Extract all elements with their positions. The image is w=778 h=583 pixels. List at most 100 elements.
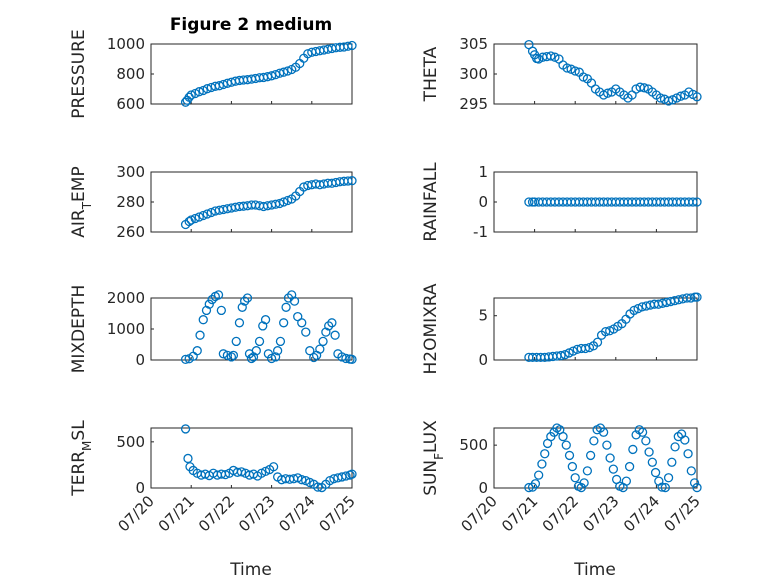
- data-point: [222, 350, 233, 361]
- data-point: [218, 349, 229, 359]
- data-point: [198, 315, 208, 325]
- data-point: [534, 470, 544, 480]
- data-point: [650, 467, 661, 478]
- data-point: [327, 318, 337, 328]
- figure-title: Figure 2 medium: [170, 15, 332, 35]
- data-point: [347, 40, 357, 51]
- data-point: [608, 464, 619, 474]
- y-axis-label: PRESSURE: [69, 29, 89, 118]
- x-tick-label: 07/23: [235, 492, 278, 535]
- data-point: [297, 318, 307, 328]
- data-point: [347, 469, 357, 479]
- data-point: [562, 63, 572, 73]
- data-point: [207, 294, 217, 305]
- data-point: [598, 427, 609, 437]
- data-point: [530, 479, 541, 489]
- data-point: [558, 431, 568, 442]
- data-point: [275, 336, 286, 347]
- x-tick-label: 07/22: [539, 492, 582, 535]
- data-point: [657, 482, 667, 492]
- data-point: [228, 350, 239, 361]
- data-point: [279, 197, 289, 207]
- data-point: [186, 215, 196, 225]
- y-tick-label: 260: [116, 223, 145, 241]
- data-point: [343, 176, 353, 186]
- y-axis-label: TERRMSL: [69, 420, 94, 497]
- data-point: [315, 344, 325, 354]
- data-point: [624, 461, 635, 472]
- data-point: [194, 87, 204, 97]
- axes-box: [493, 427, 698, 489]
- y-tick-label: 0: [135, 351, 145, 369]
- data-point: [237, 302, 247, 312]
- data-point: [692, 482, 702, 493]
- data-point: [274, 198, 285, 209]
- data-point: [579, 478, 589, 488]
- data-point: [644, 447, 654, 457]
- data-point: [260, 315, 271, 325]
- data-point: [680, 435, 690, 445]
- data-point: [242, 293, 253, 303]
- data-point: [524, 197, 534, 207]
- data-point: [637, 427, 648, 437]
- x-tick-label: 07/24: [275, 492, 318, 535]
- data-point: [313, 482, 323, 492]
- subplot-pressure: 600 800 1000 PRESSURE: [69, 29, 357, 119]
- subplot-theta: 295 300 305 THETA: [421, 35, 702, 113]
- y-axis-label: MIXDEPTH: [69, 285, 89, 374]
- data-point: [246, 353, 257, 364]
- data-point: [268, 462, 279, 472]
- data-point: [289, 296, 300, 306]
- data-point: [683, 449, 693, 459]
- data-point: [216, 305, 227, 316]
- data-point: [605, 453, 615, 463]
- data-point: [647, 457, 657, 467]
- data-point: [180, 424, 191, 434]
- data-point: [279, 318, 289, 328]
- data-point: [570, 66, 580, 76]
- data-point: [190, 213, 200, 224]
- data-point: [621, 476, 632, 486]
- data-point: [231, 336, 241, 347]
- data-point: [663, 473, 674, 483]
- data-point: [341, 471, 351, 481]
- data-point: [279, 67, 289, 77]
- data-point: [195, 330, 205, 340]
- subplot-h2omixra: 0 5 H2OMIXRA: [421, 283, 702, 375]
- axes-box: [493, 297, 698, 361]
- data-point: [567, 461, 578, 472]
- data-point: [204, 299, 214, 309]
- y-tick-label: 1000: [107, 320, 145, 338]
- data-point: [202, 84, 212, 94]
- data-point: [309, 352, 319, 363]
- y-tick-label: 305: [459, 35, 488, 53]
- x-tick-label: 07/25: [316, 492, 359, 535]
- data-point: [602, 440, 612, 450]
- y-tick-label: 500: [459, 436, 488, 454]
- data-point: [226, 352, 237, 362]
- y-axis-label: SUNFLUX: [421, 420, 446, 496]
- data-point: [556, 350, 566, 361]
- y-axis-label: H2OMIXRA: [421, 283, 441, 374]
- data-point: [341, 353, 351, 364]
- x-tick-label: 07/20: [458, 492, 501, 535]
- x-tick-label: 07/24: [620, 492, 663, 535]
- axes-box: [493, 43, 698, 105]
- data-point: [667, 457, 677, 467]
- data-point: [266, 71, 277, 81]
- data-point: [676, 91, 686, 101]
- data-point: [601, 327, 611, 337]
- data-point: [234, 318, 245, 328]
- data-point: [254, 336, 265, 347]
- y-tick-label: 800: [116, 65, 145, 83]
- data-point: [692, 292, 702, 302]
- y-tick-label: -1: [473, 223, 488, 241]
- y-tick-label: 0: [478, 351, 488, 369]
- data-point: [692, 92, 702, 102]
- data-point: [686, 466, 696, 476]
- x-tick-label: 07/23: [579, 492, 622, 535]
- y-tick-label: 1: [478, 163, 488, 181]
- y-tick-label: 1000: [107, 35, 145, 53]
